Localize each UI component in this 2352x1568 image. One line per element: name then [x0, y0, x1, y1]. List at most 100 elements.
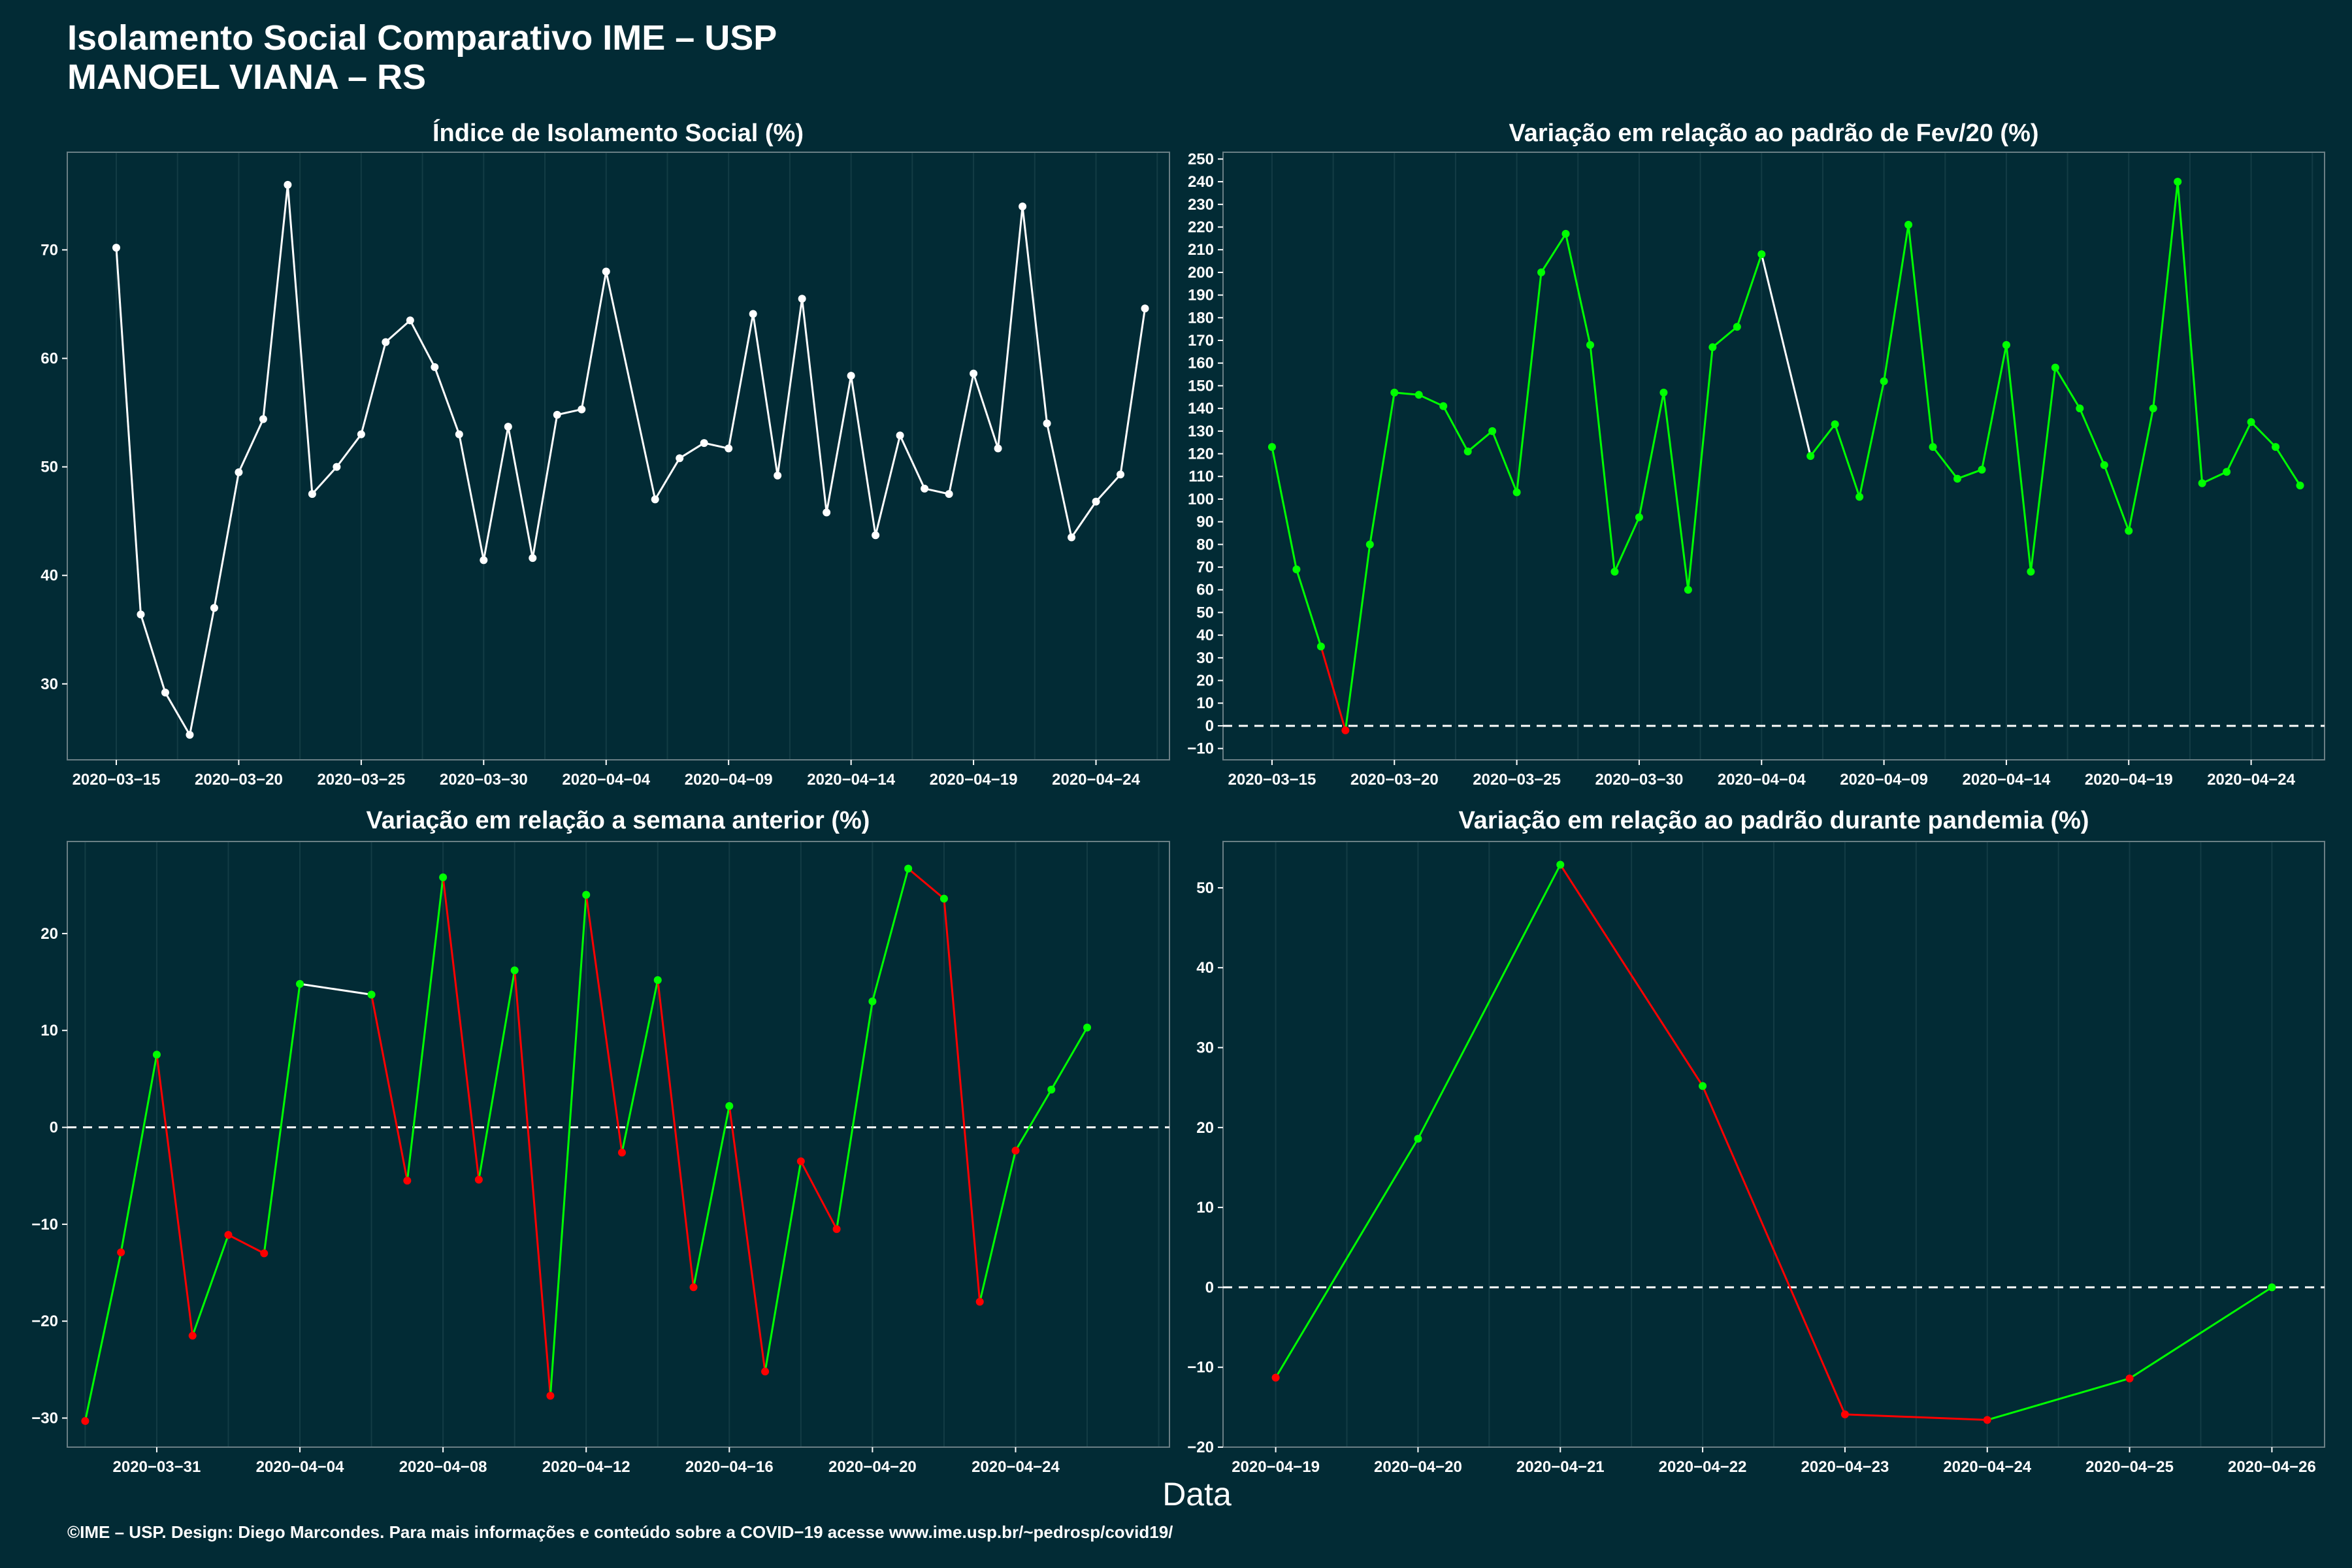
series-segment [693, 1105, 730, 1288]
x-tick-label: 2020−04−08 [399, 1458, 487, 1476]
data-point [1083, 1023, 1092, 1032]
series-segment [972, 373, 1000, 449]
panel-1: 30 40 50 60 70 2020−03−15 2020−03−20 2020−03−25… [41, 152, 1170, 789]
data-point [2268, 1283, 2276, 1292]
y-tick-label: 10 [41, 1022, 58, 1039]
data-point [1904, 221, 1913, 229]
series-segment [704, 442, 729, 449]
data-point [2198, 479, 2206, 487]
x-tick-label: 2020−04−22 [1659, 1458, 1747, 1476]
plot-frame [1222, 841, 2325, 1448]
series-segment [679, 442, 705, 459]
y-tick-label: 90 [1196, 514, 1214, 531]
x-axis-label: Data [1162, 1476, 1232, 1512]
y-tick-label: 0 [50, 1119, 58, 1137]
series-segment [2029, 367, 2057, 572]
x-tick-label: 2020−03−30 [440, 771, 528, 789]
series-segment [2127, 408, 2155, 531]
panel-title-isolation-index: Índice de Isolamento Social (%) [433, 118, 804, 147]
data-point [832, 1225, 841, 1233]
series-segment [1957, 468, 1982, 480]
data-point [1556, 860, 1565, 869]
x-tick-label: 2020−04−14 [1963, 771, 2051, 789]
data-point [546, 1392, 555, 1400]
series-segment [1907, 224, 1935, 448]
data-point [1708, 343, 1717, 351]
series-segment [874, 435, 902, 536]
series-segment [800, 1160, 838, 1230]
series-segment [507, 426, 534, 559]
data-point [333, 463, 341, 471]
x-tick-label: 2020−03−20 [195, 771, 283, 789]
series-segment [2078, 408, 2106, 466]
data-point [553, 410, 561, 419]
series-segment [2274, 446, 2301, 486]
data-point [1840, 1410, 1849, 1418]
data-point [367, 990, 376, 999]
data-point [210, 604, 218, 612]
x-tick-label: 2020−04−04 [256, 1458, 344, 1476]
footer-credits: ©IME – USP. Design: Diego Marcondes. Par… [67, 1522, 1173, 1542]
y-tick-label: −20 [31, 1313, 58, 1330]
series-segment [2202, 470, 2227, 485]
data-point [2100, 461, 2108, 469]
data-point [510, 966, 519, 975]
data-point [1659, 388, 1668, 397]
x-tick-label: 2020−04−19 [1232, 1458, 1320, 1476]
x-tick-label: 2020−04−23 [1801, 1458, 1889, 1476]
x-tick-label: 2020−04−26 [2228, 1458, 2316, 1476]
y-tick-label: 40 [1196, 959, 1214, 977]
x-tick-label: 2020−04−09 [1840, 771, 1928, 789]
plot-frame [67, 841, 1170, 1448]
data-point [1757, 250, 1766, 259]
series-segment [580, 271, 608, 410]
data-point [161, 689, 169, 697]
x-tick-label: 2020−04−16 [685, 1458, 774, 1476]
data-point [945, 490, 953, 498]
series-segment [1614, 517, 1641, 572]
series-segment [1369, 392, 1396, 545]
data-point [2149, 404, 2157, 413]
data-point [1117, 470, 1125, 479]
x-tick-label: 2020−04−24 [1052, 771, 1140, 789]
data-point [700, 439, 708, 448]
x-tick-label: 2020−03−15 [1228, 771, 1316, 789]
series-segment [1070, 500, 1097, 538]
panel-4: −20 −10 0 10 20 30 40 50 2020−04−19 2020−04−20 202… [1187, 841, 2325, 1476]
data-point [1271, 1373, 1280, 1382]
series-segment [1736, 253, 1763, 327]
series-segment [482, 426, 510, 561]
series-segment [458, 434, 485, 561]
y-tick-label: 180 [1188, 309, 1214, 327]
series-segment [1442, 405, 1469, 452]
x-tick-label: 2020−04−20 [1374, 1458, 1462, 1476]
data-point [2223, 468, 2231, 476]
y-tick-label: 170 [1188, 332, 1214, 350]
panel-title-pandemic-baseline: Variação em relação ao padrão durante pa… [1458, 807, 2089, 834]
series-segment [115, 248, 142, 615]
data-point [2002, 340, 2010, 349]
series-segment [263, 983, 301, 1254]
y-tick-label: −10 [31, 1216, 58, 1233]
data-point [81, 1416, 90, 1425]
x-tick-label: 2020−03−20 [1350, 771, 1439, 789]
series-segment [1760, 253, 1812, 457]
y-tick-label: 250 [1188, 150, 1214, 168]
series-segment [299, 983, 372, 996]
data-point [504, 423, 512, 431]
series-segment [585, 894, 623, 1153]
y-tick-label: 20 [41, 925, 58, 943]
chart-title: Isolamento Social Comparativo IME – USP [67, 18, 777, 57]
data-point [725, 1102, 734, 1110]
y-tick-label: −20 [1187, 1439, 1214, 1456]
data-point [1983, 1416, 1991, 1424]
data-point [260, 1249, 269, 1258]
y-tick-label: 20 [1196, 1119, 1214, 1137]
data-point [117, 1248, 125, 1256]
x-tick-label: 2020−04−04 [1718, 771, 1806, 789]
series-segment [1565, 233, 1592, 346]
series-segment [1559, 864, 1704, 1087]
data-point [308, 490, 316, 498]
data-point [725, 444, 733, 453]
data-point [1365, 540, 1374, 549]
